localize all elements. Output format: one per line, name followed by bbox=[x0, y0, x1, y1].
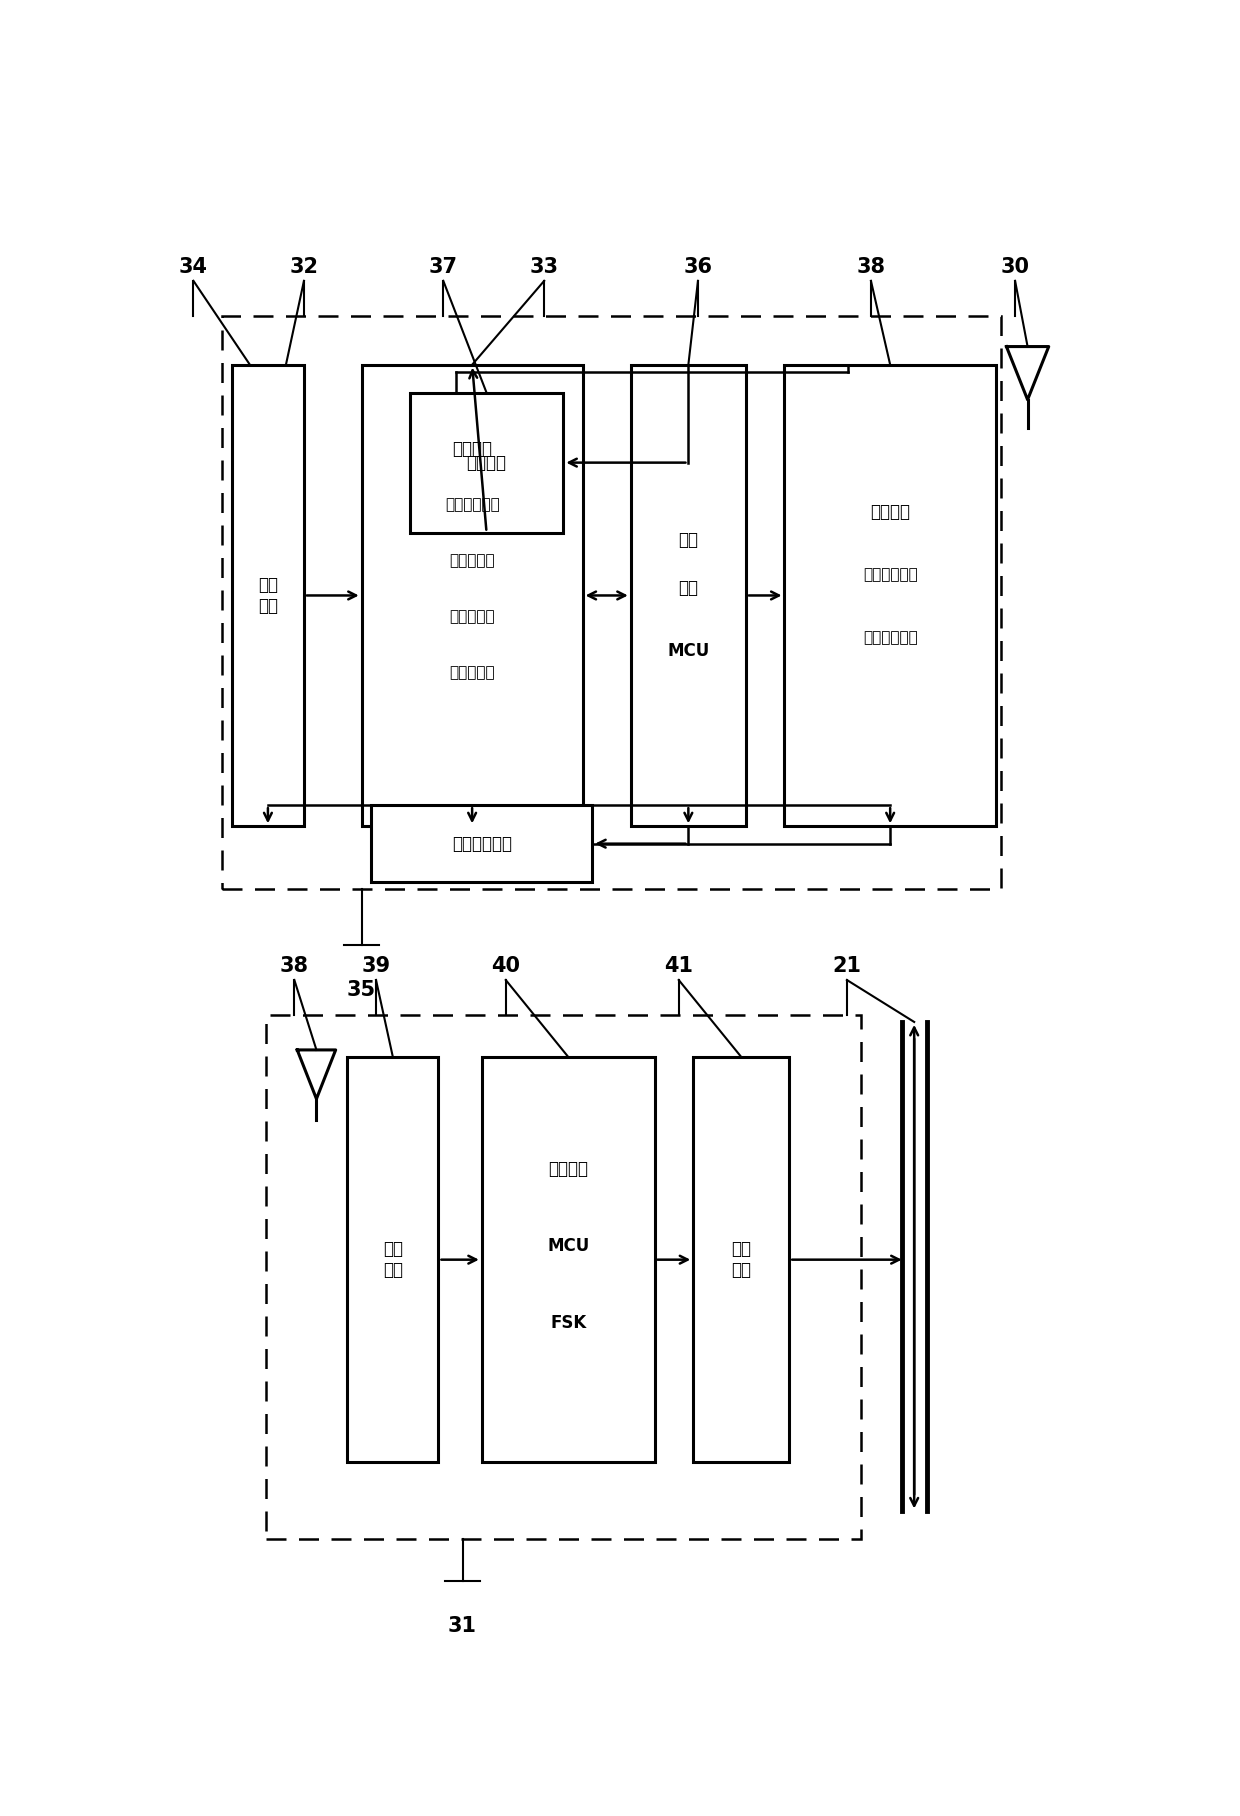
Text: 加速度传感器: 加速度传感器 bbox=[445, 498, 500, 512]
Text: 31: 31 bbox=[448, 1616, 477, 1636]
Bar bbox=[371, 804, 593, 883]
Text: 发射电路等）: 发射电路等） bbox=[863, 630, 918, 645]
Text: 32: 32 bbox=[289, 256, 319, 276]
Text: 电源管理模块: 电源管理模块 bbox=[451, 835, 512, 854]
Bar bbox=[347, 1057, 439, 1462]
Text: 21: 21 bbox=[832, 955, 862, 975]
Text: MCU: MCU bbox=[667, 643, 709, 661]
Text: 电压传感器: 电压传感器 bbox=[449, 665, 495, 679]
Text: 输出
接口: 输出 接口 bbox=[732, 1240, 751, 1278]
Text: 监测模块: 监测模块 bbox=[466, 454, 507, 472]
Text: 38: 38 bbox=[857, 256, 885, 276]
Bar bbox=[232, 365, 304, 826]
Bar bbox=[265, 1015, 862, 1540]
Text: 41: 41 bbox=[665, 955, 693, 975]
Text: 输入
接口: 输入 接口 bbox=[383, 1240, 403, 1278]
Text: 35: 35 bbox=[347, 981, 376, 1001]
Bar bbox=[785, 365, 996, 826]
Text: 40: 40 bbox=[491, 955, 521, 975]
Text: 36: 36 bbox=[683, 256, 713, 276]
Bar bbox=[409, 392, 563, 532]
Text: 38: 38 bbox=[280, 955, 309, 975]
Bar bbox=[631, 365, 746, 826]
Text: MCU: MCU bbox=[547, 1237, 589, 1255]
Text: 传感模块: 传感模块 bbox=[453, 439, 492, 458]
Text: 模块: 模块 bbox=[678, 579, 698, 597]
Text: 压力传感器: 压力传感器 bbox=[449, 554, 495, 568]
Bar bbox=[222, 316, 1001, 890]
Bar bbox=[362, 365, 583, 826]
Text: 33: 33 bbox=[529, 256, 559, 276]
Bar bbox=[481, 1057, 655, 1462]
Text: 34: 34 bbox=[179, 256, 208, 276]
Text: 温度传感器: 温度传感器 bbox=[449, 608, 495, 625]
Text: FSK: FSK bbox=[551, 1313, 587, 1331]
Text: 控制: 控制 bbox=[678, 530, 698, 548]
Text: 控制模块: 控制模块 bbox=[548, 1160, 588, 1179]
Text: 30: 30 bbox=[1001, 256, 1029, 276]
Bar bbox=[693, 1057, 790, 1462]
Text: 37: 37 bbox=[429, 256, 458, 276]
Text: 唤醒
模块: 唤醒 模块 bbox=[258, 576, 278, 616]
Text: 发射模块: 发射模块 bbox=[870, 503, 910, 521]
Text: 39: 39 bbox=[362, 955, 391, 975]
Text: （发射芯片、: （发射芯片、 bbox=[863, 567, 918, 581]
